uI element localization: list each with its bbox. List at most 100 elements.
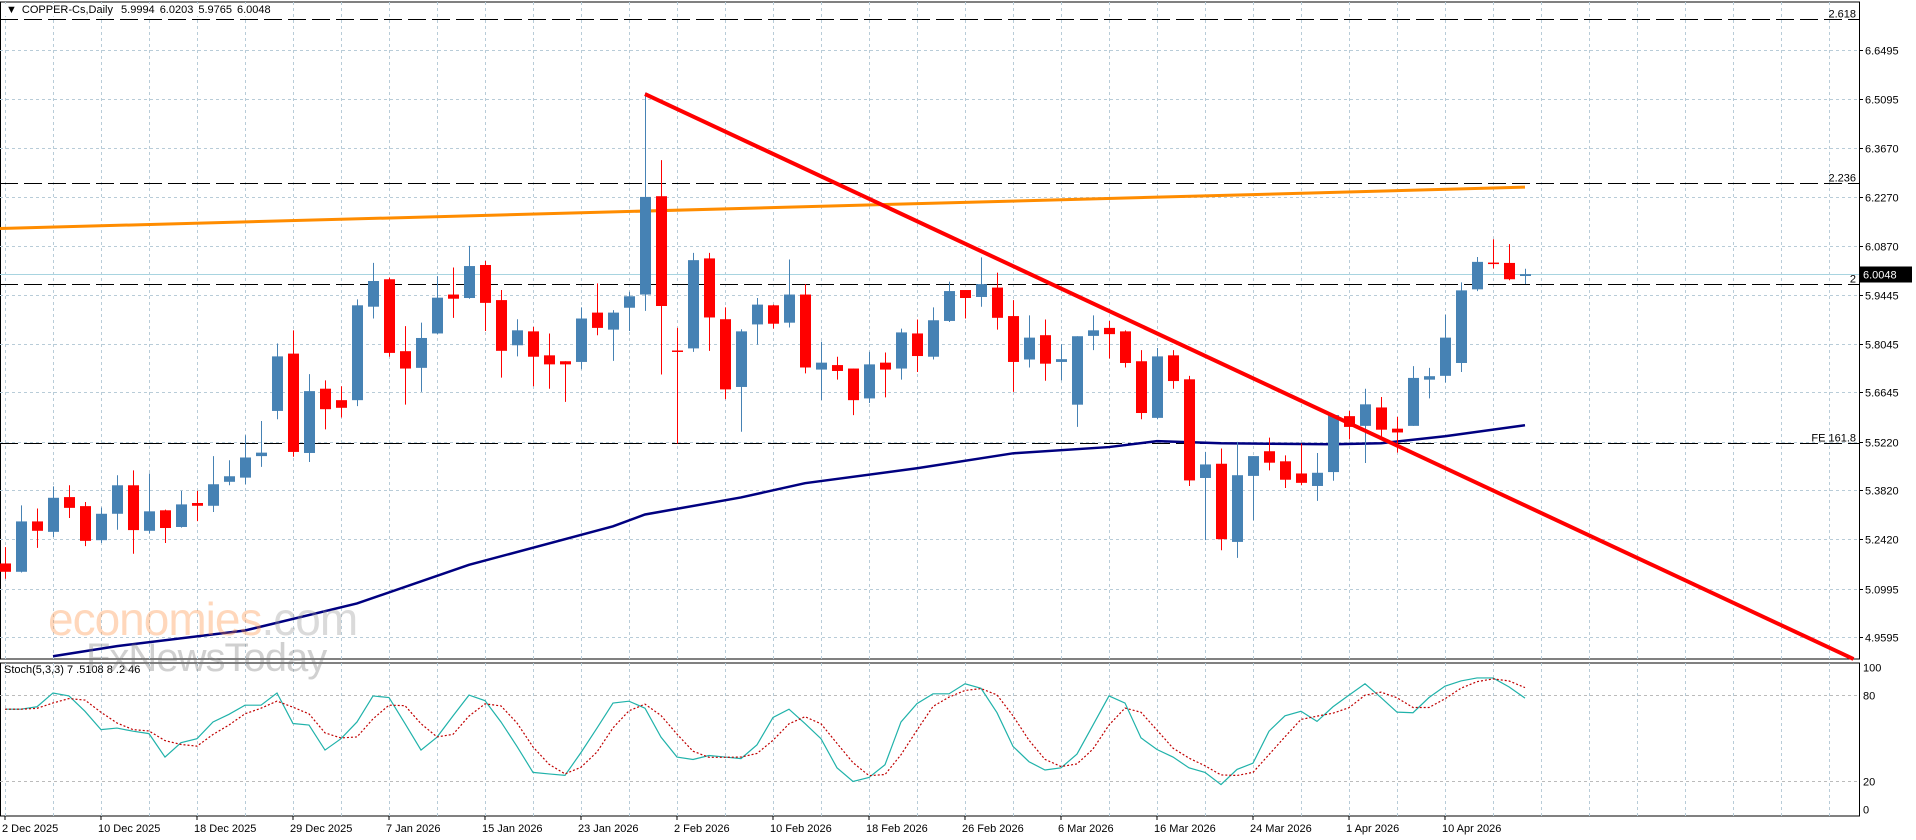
- candle-body: [896, 332, 907, 369]
- candle-body: [192, 503, 203, 506]
- candle: [1136, 350, 1147, 420]
- candle: [432, 276, 443, 335]
- candle-body: [1136, 361, 1147, 414]
- candle-body: [208, 484, 219, 506]
- fib-level-label: 2.618: [1828, 9, 1856, 21]
- x-axis-label: 1 Apr 2026: [1346, 823, 1399, 835]
- candle-body: [720, 319, 731, 390]
- candle-body: [576, 318, 587, 362]
- candle-body: [608, 312, 619, 330]
- candle: [1360, 388, 1371, 464]
- x-axis-label: 6 Mar 2026: [1058, 823, 1114, 835]
- candle: [640, 92, 651, 311]
- candle-body: [496, 300, 507, 351]
- candle-body: [0, 563, 11, 572]
- candle-body: [272, 356, 283, 411]
- candle-body: [448, 294, 459, 299]
- candle: [512, 319, 523, 357]
- candle: [528, 326, 539, 387]
- candle-body: [160, 510, 171, 529]
- candle-body: [288, 353, 299, 452]
- candle-body: [1376, 407, 1387, 430]
- stoch-label: Stoch(5,3,3) 7 .5108 8 .2 46: [4, 664, 141, 676]
- candle: [176, 490, 187, 528]
- candle-body: [656, 196, 667, 307]
- candle-body: [1216, 463, 1227, 540]
- candle-body: [432, 297, 443, 334]
- candle-body: [912, 333, 923, 357]
- candle: [160, 509, 171, 543]
- moving-average-navy: [52, 423, 1526, 658]
- candle: [48, 486, 59, 538]
- y-axis-label: 6.5095: [1865, 95, 1899, 107]
- candle: [896, 328, 907, 380]
- stoch-axis-label: 0: [1863, 805, 1869, 817]
- candle: [624, 291, 635, 332]
- candle-body: [1104, 327, 1115, 335]
- y-axis-label: 6.2270: [1865, 193, 1899, 205]
- candle-body: [112, 485, 123, 514]
- candle: [608, 310, 619, 361]
- candle: [784, 259, 795, 328]
- candle-body: [768, 305, 779, 324]
- candle-body: [592, 312, 603, 328]
- triangle-down-icon[interactable]: ▼: [6, 4, 17, 16]
- candle-body: [832, 365, 843, 371]
- fib-level-label: 2: [1850, 274, 1856, 286]
- candle: [880, 352, 891, 398]
- candle-body: [1472, 261, 1483, 290]
- candle: [928, 307, 939, 360]
- low-value: 5.9765: [198, 4, 232, 16]
- candle-body: [128, 485, 139, 531]
- candle: [496, 290, 507, 378]
- candle-body: [1328, 415, 1339, 473]
- candle: [416, 322, 427, 392]
- candle-body: [400, 351, 411, 369]
- candle: [672, 327, 683, 444]
- candle-body: [672, 350, 683, 352]
- candle: [576, 307, 587, 370]
- candle-body: [1504, 262, 1515, 280]
- candle: [368, 262, 379, 319]
- candle: [752, 298, 763, 345]
- x-axis-label: 23 Jan 2026: [578, 823, 639, 835]
- candle-body: [1072, 336, 1083, 405]
- candle: [1168, 350, 1179, 389]
- candle: [1280, 455, 1291, 489]
- candle-body: [416, 337, 427, 368]
- x-axis-label: 16 Mar 2026: [1154, 823, 1216, 835]
- candle-body: [240, 457, 251, 478]
- candle: [832, 356, 843, 380]
- candle: [1264, 437, 1275, 471]
- candle: [1424, 367, 1435, 399]
- candle: [1120, 330, 1131, 368]
- candle-body: [1232, 475, 1243, 542]
- candle-body: [784, 294, 795, 323]
- candle-body: [864, 364, 875, 399]
- candle-body: [224, 476, 235, 482]
- candle: [1216, 448, 1227, 551]
- x-axis-label: 18 Dec 2025: [194, 823, 256, 835]
- x-axis-label: 7 Jan 2026: [386, 823, 440, 835]
- candle: [1488, 239, 1499, 269]
- candle: [0, 547, 11, 579]
- candle: [1504, 244, 1515, 281]
- candle-body: [992, 287, 1003, 318]
- candle: [64, 485, 75, 518]
- candle-body: [1296, 473, 1307, 483]
- x-axis-label: 10 Dec 2025: [98, 823, 160, 835]
- x-axis-label: 24 Mar 2026: [1250, 823, 1312, 835]
- candle-body: [16, 521, 27, 572]
- candle: [992, 272, 1003, 330]
- candle: [816, 341, 827, 401]
- candle-body: [800, 294, 811, 368]
- candle-body: [704, 258, 715, 318]
- candle-body: [848, 368, 859, 401]
- candle: [320, 380, 331, 430]
- candle-body: [368, 280, 379, 307]
- candle: [1008, 300, 1019, 392]
- stoch-panel-frame: [0, 662, 1860, 817]
- x-axis-label: 26 Feb 2026: [962, 823, 1024, 835]
- candle: [1312, 452, 1323, 501]
